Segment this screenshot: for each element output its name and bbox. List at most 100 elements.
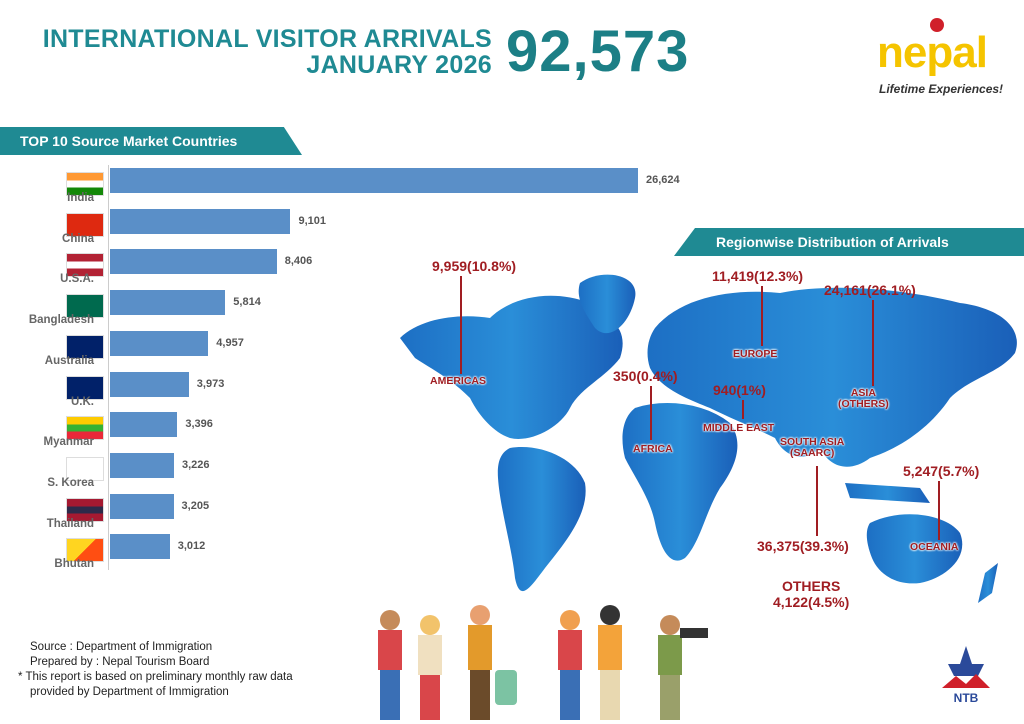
eurasia-shape [647,287,1017,467]
tourists-illustration [378,605,708,720]
leader-line [938,481,940,540]
bar-value-label: 8,406 [284,255,313,268]
greenland-shape [578,274,636,334]
bar-row: Bhutan 3,012 [0,534,700,575]
region-value-label: OTHERS 4,122(4.5%) [773,578,849,610]
new-zealand-shape [978,563,998,603]
bar-row: Myanmar 3,396 [0,412,700,453]
region-name: OCEANIA [910,541,959,553]
country-label: Australia [44,354,94,367]
prepared-text: Prepared by : Nepal Tourism Board [30,656,210,668]
bar [110,290,226,316]
bar-value-label: 5,814 [233,296,261,309]
note-text-1: * This report is based on preliminary mo… [18,671,293,683]
south-america-shape [497,447,586,592]
bar-row: Thailand 3,205 [0,493,700,535]
north-america-shape [400,295,623,439]
bar [110,452,174,478]
bar [110,249,277,275]
title-line-2: JANUARY 2026 [306,51,492,79]
region-name: EUROPE [733,348,778,360]
bar [110,208,291,234]
flag-icon [66,497,104,522]
bar-row: China 9,101 [0,208,700,250]
bar [110,168,638,193]
region-value-label: 5,247(5.7%) [903,463,980,479]
region-value-label: 350(0.4%) [613,368,678,384]
leader-line [872,300,874,386]
note-text-2: provided by Department of Immigration [30,686,229,698]
ntb-text: NTB [954,691,979,704]
flag-icon [66,456,104,481]
flag-icon [66,334,104,359]
indonesia-shape [845,483,930,503]
flag-icon [66,375,104,400]
bar-row: Australia 4,957 [0,330,700,372]
leader-line [742,400,744,419]
bar-value-label: 3,396 [185,418,213,431]
region-value-label: 36,375(39.3%) [757,538,849,554]
bar [110,412,178,438]
bar-value-label: 3,012 [177,540,206,553]
country-label: China [62,232,94,245]
country-label: Bhutan [54,558,94,571]
leader-line [460,276,462,374]
logo-word: nepal [877,28,988,77]
bar-axis [108,165,109,570]
country-label: Myanmar [43,436,95,449]
bar [110,493,174,519]
region-value-label: 24,161(26.1%) [824,282,916,298]
africa-shape [622,403,738,561]
logo-dot [930,18,944,32]
region-value: 4,122(4.5%) [773,594,850,610]
region-name: AFRICA [633,443,673,455]
region-name: AMERICAS [430,375,487,387]
region-value-label: 11,419(12.3%) [712,268,804,284]
top10-banner: TOP 10 Source Market Countries [0,127,302,155]
tourist-figures [378,605,708,720]
country-label: Bangladesh [28,314,94,327]
bar-value-label: 3,226 [181,458,210,471]
bar-row: S. Korea 3,226 [0,452,700,494]
total-arrivals: 92,573 [506,19,690,84]
page-title: INTERNATIONAL VISITOR ARRIVALS JANUARY 2… [30,26,492,78]
footer-notes: Source : Department of Immigration Prepa… [18,640,293,700]
bar-value-label: 26,624 [646,174,680,186]
world-map [400,274,1017,603]
region-name: MIDDLE EAST [703,422,775,434]
flag-icon [66,538,104,563]
flag-icon [66,172,104,196]
logo-tagline: Lifetime Experiences! [879,82,1004,96]
leader-line [761,286,763,346]
region-value-label: 9,959(10.8%) [432,258,517,274]
bar [110,371,189,397]
flag-icon [66,294,104,319]
leader-line [816,466,818,536]
flag-icon [66,253,104,278]
country-label: Thailand [46,517,94,530]
region-name: OTHERS [781,578,841,594]
region-banner: Regionwise Distribution of Arrivals [674,228,1024,256]
country-label: India [67,192,94,204]
country-label: U.K. [71,395,94,408]
bar-value-label: 4,957 [216,336,244,349]
bar-row: India 26,624 [0,168,700,209]
bar-value-label: 3,973 [196,377,225,390]
flag-icon [66,416,104,441]
region-name: SOUTH ASIA (SAARC) [780,436,845,459]
region-name: ASIA (OTHERS) [838,387,889,410]
ntb-logo: NTB [942,646,990,704]
country-label: U.S.A. [60,273,94,286]
source-text: Source : Department of Immigration [30,641,213,653]
title-line-1: INTERNATIONAL VISITOR ARRIVALS [42,25,492,53]
region-value-label: 940(1%) [713,382,766,398]
flag-icon [66,212,104,237]
bar-value-label: 3,205 [181,499,210,512]
leader-line [650,386,652,440]
bar [110,534,170,560]
bar-row: U.S.A. 8,406 [0,249,700,290]
bar [110,330,209,356]
bar-row: U.K. 3,973 [0,371,700,413]
nepal-logo: nepal Lifetime Experiences! [875,18,1005,98]
bar-value-label: 9,101 [298,214,327,227]
